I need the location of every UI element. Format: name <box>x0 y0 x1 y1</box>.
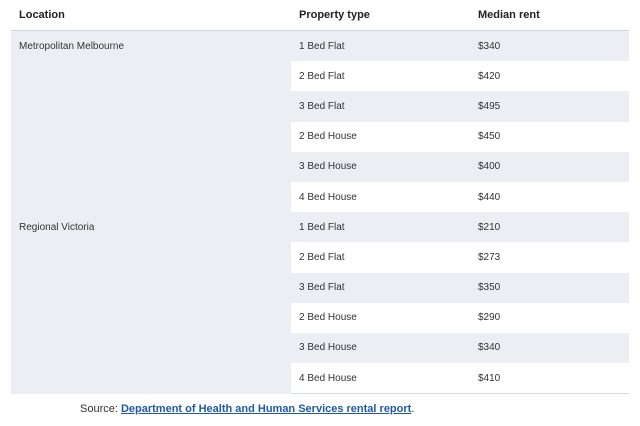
table-row: 3 Bed Flat $495 <box>11 91 629 122</box>
median-rent-cell: $340 <box>470 332 629 364</box>
table-row: 3 Bed House $340 <box>11 332 629 364</box>
median-rent-cell: $350 <box>470 272 629 303</box>
table-row: 4 Bed House $440 <box>11 181 629 213</box>
table-header-row: Location Property type Median rent <box>11 0 629 31</box>
source-suffix: . <box>411 403 415 415</box>
property-type-cell: 2 Bed House <box>291 302 470 333</box>
property-type-cell: 1 Bed Flat <box>291 212 470 243</box>
table-row: 2 Bed House $450 <box>11 121 629 152</box>
property-type-cell: 2 Bed House <box>291 121 470 152</box>
source-link[interactable]: Department of Health and Human Services … <box>120 403 412 415</box>
table-row: Regional Victoria 1 Bed Flat $210 <box>11 212 629 394</box>
median-rent-cell: $450 <box>470 121 629 152</box>
location-cell: Metropolitan Melbourne <box>11 30 291 213</box>
median-rent-cell: $400 <box>470 151 629 182</box>
property-type-cell: 3 Bed Flat <box>291 272 470 303</box>
table-row: 3 Bed House $400 <box>11 151 629 182</box>
source-prefix: Source: <box>80 403 121 415</box>
median-rent-cell: $340 <box>470 30 629 62</box>
table-row: 2 Bed Flat $420 <box>11 61 629 92</box>
property-type-cell: 1 Bed Flat <box>291 30 470 62</box>
header-location: Location <box>11 0 291 31</box>
location-cell: Regional Victoria <box>11 212 291 394</box>
table-row: Metropolitan Melbourne 1 Bed Flat $340 <box>11 30 629 213</box>
median-rent-cell: $210 <box>470 212 629 243</box>
table-row: 4 Bed House $410 <box>11 363 629 395</box>
header-median-rent: Median rent <box>470 0 629 31</box>
property-type-cell: 2 Bed Flat <box>291 61 470 92</box>
property-type-cell: 4 Bed House <box>291 181 470 213</box>
median-rent-cell: $273 <box>470 242 629 273</box>
property-type-cell: 3 Bed Flat <box>291 91 470 122</box>
table-row: 2 Bed Flat $273 <box>11 242 629 273</box>
median-rent-cell: $440 <box>470 181 629 213</box>
rent-table: Location Property type Median rent Metro… <box>11 0 629 395</box>
median-rent-cell: $420 <box>470 61 629 92</box>
header-property-type: Property type <box>291 0 470 31</box>
property-type-cell: 4 Bed House <box>291 363 470 395</box>
median-rent-cell: $495 <box>470 91 629 122</box>
median-rent-cell: $290 <box>470 302 629 333</box>
property-type-cell: 3 Bed House <box>291 151 470 182</box>
median-rent-cell: $410 <box>470 363 629 395</box>
property-type-cell: 3 Bed House <box>291 332 470 364</box>
table-row: 2 Bed House $290 <box>11 302 629 333</box>
table-row: 3 Bed Flat $350 <box>11 272 629 303</box>
property-type-cell: 2 Bed Flat <box>291 242 470 273</box>
source-note: Source: Department of Health and Human S… <box>80 403 414 415</box>
